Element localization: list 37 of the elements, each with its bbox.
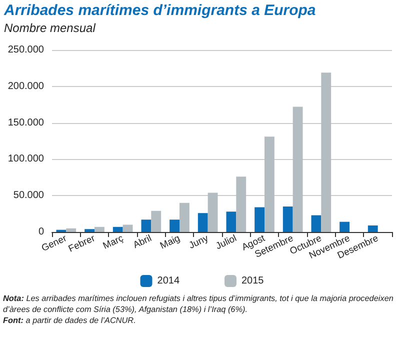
x-tick-label: Maig [158, 233, 182, 252]
legend-label: 2015 [242, 276, 264, 286]
bar [282, 206, 293, 232]
y-tick-label: 200.000 [8, 80, 44, 92]
x-tick-label: Juny [187, 232, 210, 252]
bar [264, 136, 274, 232]
bar [236, 176, 246, 232]
y-tick-label: 150.000 [8, 117, 44, 128]
bar [151, 210, 162, 232]
text: Nota: Les arribades marítimes inclouen refugiats i altres tipus d’immigrants, tot i que la majoria procedeixen d’àrees de conflicte com Síria (53%), Afganistan (18%) i l’Iraq (6%). [3, 293, 394, 315]
x-tick-label: Juliol [214, 233, 238, 252]
bar [368, 225, 378, 232]
y-tick-label: 50.000 [13, 190, 44, 202]
bar [112, 226, 123, 232]
x-tick-label: Març [101, 232, 126, 252]
x-tick-label: Abril [132, 233, 154, 252]
bar [170, 220, 180, 232]
chart-subtitle: Nombre mensual [4, 21, 96, 35]
bar [292, 106, 303, 232]
bar [94, 226, 104, 232]
bar [321, 72, 332, 232]
bar [340, 222, 350, 232]
bar [226, 212, 236, 232]
chart-title: Arribades marítimes d’immigrants a Europa [4, 2, 316, 19]
y-tick-label: 250.000 [8, 44, 44, 56]
bar [254, 207, 264, 232]
bar [180, 202, 190, 232]
text: Font: a partir de dades de l’ACNUR. [3, 315, 137, 326]
bar [141, 220, 152, 232]
bar [198, 213, 208, 232]
y-tick-label: 100.000 [8, 154, 44, 165]
legend-label: 2014 [157, 276, 180, 286]
bar [84, 229, 94, 232]
bar [122, 224, 133, 232]
bar [208, 192, 218, 232]
bar [311, 215, 322, 232]
bar [66, 228, 76, 232]
